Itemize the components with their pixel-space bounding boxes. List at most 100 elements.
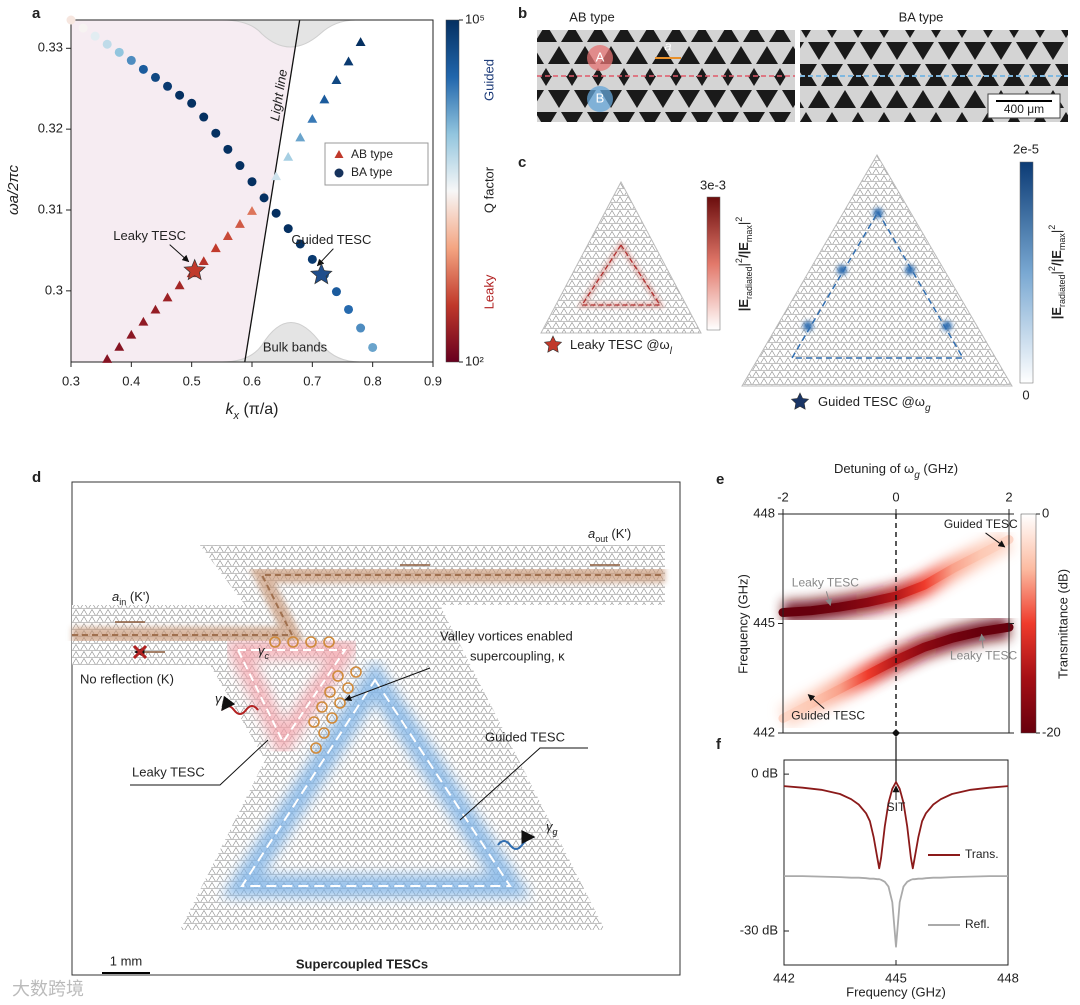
x-axis-label: Frequency (GHz) bbox=[846, 984, 946, 999]
circle-marker bbox=[283, 224, 293, 234]
colorbar-tick-label: 2e-5 bbox=[1013, 141, 1039, 156]
colorbar-label-part: 2 bbox=[734, 217, 744, 222]
triangle-marker bbox=[331, 75, 342, 84]
colorbar-label-part: | bbox=[736, 222, 751, 225]
y-axis-label: ωa/2πc bbox=[5, 164, 22, 215]
gamma-part: γ bbox=[215, 691, 223, 706]
no-reflection-label: No reflection (K) bbox=[80, 671, 174, 686]
vortices-label: Valley vortices enabled bbox=[440, 628, 573, 643]
colorbar-label-part: /|E bbox=[736, 242, 751, 258]
y-tick-label: 448 bbox=[753, 505, 775, 520]
panel-a bbox=[71, 19, 361, 363]
circle-marker bbox=[223, 144, 233, 154]
circle-marker bbox=[271, 208, 281, 218]
circle-marker bbox=[235, 161, 245, 171]
spectrum-line bbox=[784, 875, 1008, 948]
x-tick-label: 0.5 bbox=[183, 373, 201, 388]
caption-part: Guided TESC @ω bbox=[818, 394, 925, 409]
colorbar-label-part: | bbox=[1049, 271, 1064, 274]
site-label: A bbox=[596, 49, 605, 64]
colorbar-label: Transmittance (dB) bbox=[1055, 569, 1070, 679]
y-tick-label: 0 dB bbox=[751, 766, 778, 781]
y-tick-label: 445 bbox=[753, 615, 775, 630]
circle-marker bbox=[307, 254, 317, 264]
ab-lattice bbox=[537, 30, 795, 122]
star-icon bbox=[543, 335, 563, 353]
lattice-constant: a bbox=[664, 38, 671, 53]
x-tick-label: 0 bbox=[892, 489, 899, 504]
triangle-marker bbox=[114, 341, 125, 351]
triangle-marker bbox=[150, 304, 161, 314]
bulk-bands-label: Bulk bands bbox=[263, 339, 328, 354]
caption-part: g bbox=[925, 403, 931, 414]
x-axis-label-part: k bbox=[226, 401, 235, 418]
branch-label: Leaky TESC bbox=[950, 649, 1017, 663]
y-tick-label: 0.31 bbox=[38, 201, 63, 216]
x-tick-label: -2 bbox=[777, 489, 789, 504]
circle-marker bbox=[295, 239, 305, 249]
triangle-marker bbox=[222, 231, 233, 240]
caption: Supercoupled TESCs bbox=[296, 956, 428, 971]
panel-label: d bbox=[32, 469, 41, 486]
output-label: aout (K') bbox=[588, 526, 631, 544]
colorbar-label: Q factor bbox=[481, 166, 496, 213]
colorbar-label-part: | bbox=[1049, 230, 1064, 233]
circle-marker bbox=[126, 55, 136, 65]
x-axis-title: Detuning of ωg (GHz) bbox=[834, 461, 958, 481]
colorbar-tick-label: 0 bbox=[1022, 387, 1029, 402]
leaky-label: Leaky TESC bbox=[132, 764, 205, 779]
triangle-marker bbox=[343, 56, 354, 66]
label-arrow bbox=[825, 591, 833, 607]
circle-marker bbox=[259, 193, 269, 203]
gamma-part: c bbox=[265, 651, 270, 661]
colorbar-label-part: radiated bbox=[1057, 274, 1067, 307]
input-label-part: a bbox=[112, 589, 119, 604]
x-axis-label-part: (π/a) bbox=[239, 401, 278, 418]
label-arrow bbox=[807, 694, 825, 709]
star-marker bbox=[310, 262, 333, 285]
output-label-part: out bbox=[595, 534, 608, 544]
x-tick-label: 445 bbox=[885, 970, 907, 985]
triangle-marker bbox=[307, 113, 318, 123]
annotation-label: Leaky TESC bbox=[113, 228, 186, 243]
site-label: B bbox=[596, 90, 605, 105]
colorbar-tick-label: 3e-3 bbox=[700, 177, 726, 192]
gamma-label: γg bbox=[546, 819, 558, 837]
branch-label: Guided TESC bbox=[791, 709, 865, 723]
triangle-marker bbox=[234, 219, 245, 228]
output-label-part: (K') bbox=[608, 526, 631, 541]
vortices-label: supercoupling, κ bbox=[470, 648, 565, 663]
circle-marker bbox=[187, 98, 197, 108]
annotation-arrow bbox=[316, 248, 334, 267]
colorbar-tick-label: 10⁵ bbox=[465, 11, 485, 26]
caption-part: l bbox=[670, 346, 673, 357]
bulk-band bbox=[221, 322, 361, 363]
colorbar-tick-label: 10² bbox=[465, 353, 484, 368]
colorbar-label-part: 2 bbox=[1047, 266, 1057, 271]
x-axis-title-part: g bbox=[914, 470, 920, 481]
legend-label: Trans. bbox=[965, 847, 999, 861]
legend-label: BA type bbox=[351, 165, 393, 179]
triangle-marker bbox=[102, 354, 113, 363]
triangle-marker bbox=[198, 256, 209, 266]
x-tick-label: 0.4 bbox=[122, 373, 140, 388]
sit-label: SIT bbox=[887, 800, 906, 814]
colorbar-label-part: max bbox=[744, 225, 754, 243]
y-tick-label: -30 dB bbox=[740, 922, 778, 937]
circle-marker bbox=[331, 287, 341, 297]
colorbar bbox=[445, 19, 460, 363]
circle-marker bbox=[247, 177, 257, 187]
triangle-marker bbox=[210, 243, 221, 253]
scale-bar-label: 400 μm bbox=[1004, 102, 1044, 116]
circle-marker bbox=[163, 81, 173, 91]
x-tick-label: 0.6 bbox=[243, 373, 261, 388]
panel-label: e bbox=[716, 471, 724, 488]
panel-b-title: AB type bbox=[569, 9, 615, 24]
legend-box bbox=[324, 142, 429, 186]
triangle-marker bbox=[283, 151, 294, 161]
x-tick-label: 0.3 bbox=[62, 373, 80, 388]
gamma-label: γc bbox=[258, 643, 270, 661]
circle-marker bbox=[114, 47, 124, 57]
gamma-part: γ bbox=[258, 643, 266, 658]
